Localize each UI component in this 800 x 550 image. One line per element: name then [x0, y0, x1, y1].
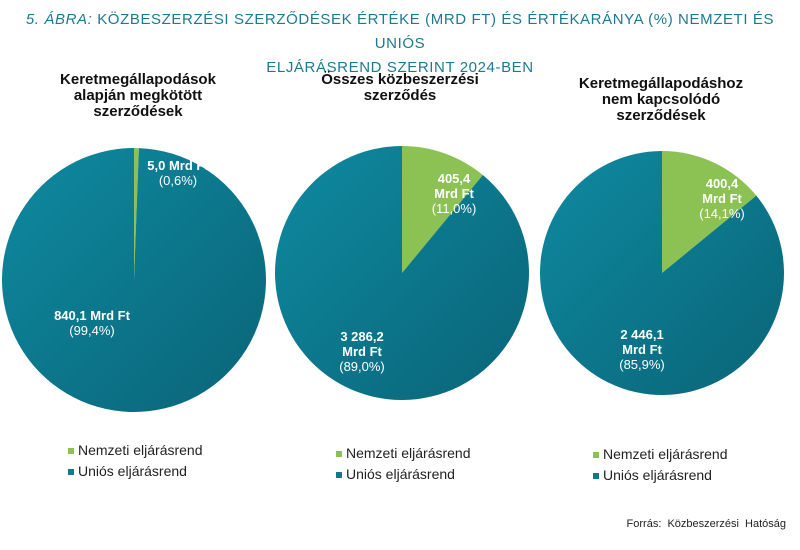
- pie-2-unios-value-label: Mrd Ft: [342, 344, 382, 359]
- pie-3-nemzeti-value-label: 400,4: [706, 176, 739, 191]
- figure-number: 5. ÁBRA:: [25, 11, 93, 28]
- legend-item-unios: Uniós eljárásrend: [593, 465, 728, 486]
- pie-2-unios-value-label: 3 286,2: [340, 329, 383, 344]
- legend-label: Nemzeti eljárásrend: [603, 446, 728, 462]
- pie-2-nemzeti-value-label: Mrd Ft: [434, 186, 474, 201]
- source-note: Forrás: Közbeszerzési Hatóság: [626, 518, 786, 530]
- pie-3-legend: Nemzeti eljárásrend Uniós eljárásrend: [593, 444, 728, 486]
- pie-2-title: Összes közbeszerzési szerződés: [275, 72, 525, 104]
- pie-3-unios-value-label: 2 446,1: [620, 327, 663, 342]
- legend-swatch-unios: [593, 472, 599, 479]
- legend-swatch-nemzeti: [593, 451, 599, 458]
- pie-1-title: Keretmegállapodások alapján megkötött sz…: [13, 72, 263, 120]
- legend-label: Uniós eljárásrend: [346, 466, 455, 482]
- legend-item-unios: Uniós eljárásrend: [68, 461, 203, 482]
- pie-3-slice-unios: [539, 151, 784, 395]
- figure-title-line-2: eljárásrend szerint 2024-ben: [266, 59, 534, 76]
- legend-swatch-unios: [68, 468, 74, 475]
- legend-item-nemzeti: Nemzeti eljárásrend: [68, 440, 203, 461]
- pie-3-title-line: szerződések: [616, 107, 706, 124]
- legend-swatch-unios: [336, 471, 342, 478]
- pie-2-title-line: Összes közbeszerzési: [321, 71, 479, 88]
- pie-3-unios-value-label: Mrd Ft: [622, 342, 662, 357]
- pie-1-nemzeti-value-label: 5,0 Mrd Ft: [147, 158, 209, 173]
- pie-2-slice-unios: [274, 146, 529, 400]
- legend-label: Nemzeti eljárásrend: [346, 445, 471, 461]
- pie-2-slice-nemzeti: [402, 146, 483, 273]
- pie-1-slice-nemzeti: [134, 148, 139, 280]
- legend-label: Uniós eljárásrend: [603, 467, 712, 483]
- pie-2-unios-percent-label: (89,0%): [339, 359, 385, 374]
- pie-1-legend: Nemzeti eljárásrend Uniós eljárásrend: [68, 440, 203, 482]
- pie-2-title-line: szerződés: [363, 87, 437, 104]
- legend-item-nemzeti: Nemzeti eljárásrend: [336, 443, 471, 464]
- legend-swatch-nemzeti: [336, 450, 342, 457]
- pie-3-nemzeti-value-label: Mrd Ft: [702, 191, 742, 206]
- pie-1-unios-percent-label: (99,4%): [69, 323, 115, 338]
- pie-2-legend: Nemzeti eljárásrend Uniós eljárásrend: [336, 443, 471, 485]
- legend-item-unios: Uniós eljárásrend: [336, 464, 471, 485]
- pie-2-nemzeti-value-label: 405,4: [438, 171, 471, 186]
- pie-1-slice-unios: [1, 147, 266, 412]
- pie-1-nemzeti-percent-label: (0,6%): [159, 173, 197, 188]
- legend-item-nemzeti: Nemzeti eljárásrend: [593, 444, 728, 465]
- pie-1-title-line: Keretmegállapodások: [60, 71, 216, 88]
- pie-3-unios-percent-label: (85,9%): [619, 357, 665, 372]
- pie-1-unios-value-label: 840,1 Mrd Ft: [54, 308, 131, 323]
- pie-3-title: Keretmegállapodáshoz nem kapcsolódó szer…: [536, 76, 786, 124]
- pie-3-title-line: Keretmegállapodáshoz: [578, 75, 744, 92]
- pie-1-title-line: alapján megkötött: [73, 87, 203, 104]
- pie-3-nemzeti-percent-label: (14,1%): [699, 206, 745, 221]
- pie-1-title-line: szerződések: [93, 103, 183, 120]
- legend-label: Uniós eljárásrend: [78, 463, 187, 479]
- pie-3-slice-nemzeti: [662, 151, 757, 273]
- legend-label: Nemzeti eljárásrend: [78, 442, 203, 458]
- legend-swatch-nemzeti: [68, 447, 74, 454]
- pie-3-title-line: nem kapcsolódó: [601, 91, 721, 108]
- figure-title: 5. ÁBRA: Közbeszerzési szerződések érték…: [0, 8, 800, 80]
- pie-2-nemzeti-percent-label: (11,0%): [432, 201, 477, 216]
- figure-title-line-1: Közbeszerzési szerződések értéke (Mrd Ft…: [97, 11, 775, 52]
